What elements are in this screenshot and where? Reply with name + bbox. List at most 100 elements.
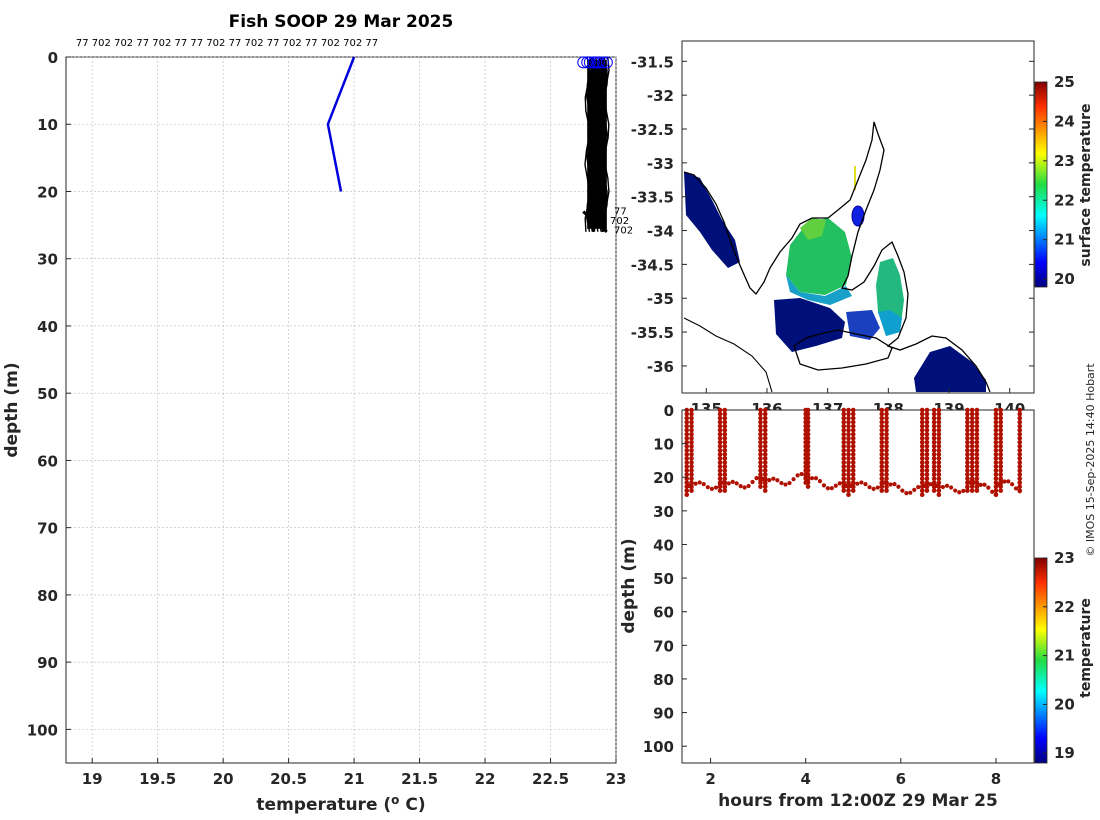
section-point bbox=[805, 435, 811, 441]
section-point bbox=[850, 444, 856, 449]
section-point bbox=[993, 472, 999, 477]
section-point bbox=[746, 483, 751, 489]
section-point bbox=[846, 464, 851, 469]
profile-y-tick-label: 20 bbox=[37, 183, 58, 201]
section-point bbox=[944, 483, 950, 488]
section-frame bbox=[681, 409, 1035, 764]
section-point bbox=[924, 444, 930, 449]
section-point bbox=[850, 435, 856, 441]
map-colorbar-bar bbox=[1034, 81, 1048, 288]
section-point bbox=[783, 482, 788, 487]
section-point bbox=[936, 492, 942, 498]
section-point bbox=[936, 415, 942, 421]
section-point bbox=[912, 487, 917, 492]
section-point bbox=[931, 419, 937, 425]
section-point bbox=[965, 460, 970, 465]
section-point bbox=[689, 419, 694, 425]
section-x-tick-label: 8 bbox=[991, 770, 1001, 788]
section-point bbox=[763, 477, 768, 483]
section-point bbox=[924, 427, 930, 433]
section-point bbox=[722, 464, 728, 469]
section-x-tick-label: 2 bbox=[705, 770, 715, 788]
section-point bbox=[846, 423, 851, 429]
sst-patch-investigator bbox=[846, 310, 880, 340]
section-point bbox=[684, 419, 690, 425]
section-point bbox=[846, 492, 851, 498]
section-point bbox=[758, 464, 763, 469]
section-point bbox=[998, 460, 1004, 465]
section-point bbox=[931, 476, 937, 481]
section-point bbox=[931, 468, 937, 473]
section-colorbar: 19 20 21 22 23 temperature bbox=[1034, 549, 1094, 764]
section-x-tick-label: 6 bbox=[896, 770, 906, 788]
section-point bbox=[684, 448, 690, 453]
section-point bbox=[762, 411, 768, 417]
section-point bbox=[805, 456, 811, 461]
section-point bbox=[884, 485, 889, 490]
section-point bbox=[936, 484, 941, 489]
section-point bbox=[846, 476, 851, 481]
section-point bbox=[1017, 431, 1023, 437]
section-point bbox=[936, 448, 942, 453]
sst-map: 135136137138139140 -31.5-32-32.5-33-33.5… bbox=[631, 40, 1094, 418]
section-point bbox=[974, 439, 980, 445]
section-point bbox=[884, 456, 889, 461]
section-point bbox=[919, 407, 925, 413]
section-point bbox=[920, 488, 925, 493]
section-point bbox=[931, 460, 937, 465]
section-point bbox=[846, 472, 851, 477]
section-point bbox=[850, 468, 856, 473]
section-point bbox=[722, 472, 728, 477]
section-point bbox=[722, 431, 728, 437]
section-point bbox=[762, 444, 768, 449]
section-point bbox=[965, 476, 970, 481]
section-point bbox=[919, 492, 925, 498]
section-point bbox=[684, 492, 690, 498]
section-point bbox=[689, 435, 694, 441]
section-point bbox=[936, 407, 942, 413]
section-point bbox=[884, 435, 889, 441]
section-point bbox=[841, 464, 847, 469]
section-point bbox=[841, 448, 847, 453]
section-point bbox=[758, 427, 763, 433]
section-point bbox=[809, 476, 815, 481]
section-point bbox=[919, 464, 925, 469]
section-point bbox=[931, 427, 937, 433]
section-point bbox=[1013, 486, 1019, 491]
section-point bbox=[974, 456, 980, 461]
section-point bbox=[998, 452, 1004, 457]
section-point bbox=[974, 485, 980, 490]
profile-x-tick-label: 21.5 bbox=[401, 770, 438, 788]
section-point bbox=[978, 482, 983, 487]
section-point bbox=[799, 471, 804, 477]
section-point bbox=[936, 439, 942, 445]
section-point bbox=[931, 435, 937, 441]
section-colorbar-tick-label: 20 bbox=[1054, 695, 1075, 713]
section-point bbox=[969, 427, 975, 433]
section-point bbox=[919, 427, 925, 433]
section-point bbox=[974, 444, 980, 449]
section-point bbox=[998, 439, 1004, 445]
section-point bbox=[998, 415, 1004, 421]
profile-x-tick-label: 23 bbox=[606, 770, 627, 788]
section-point bbox=[1017, 427, 1023, 433]
section-point bbox=[1017, 480, 1023, 485]
section-point bbox=[722, 423, 728, 429]
section-point bbox=[841, 444, 847, 449]
section-point bbox=[965, 488, 970, 493]
section-point bbox=[936, 452, 942, 457]
section-point bbox=[722, 481, 727, 486]
section-y-axis-label: depth (m) bbox=[619, 538, 639, 633]
map-y-tick-label: -31.5 bbox=[631, 53, 674, 71]
section-point bbox=[919, 460, 925, 465]
section-point bbox=[884, 448, 889, 453]
section-y-tick-label: 20 bbox=[653, 469, 674, 487]
section-x-tick-label: 4 bbox=[800, 770, 810, 788]
section-point bbox=[722, 444, 728, 449]
section-point bbox=[998, 411, 1004, 417]
section-point bbox=[867, 485, 872, 490]
section-point bbox=[833, 483, 838, 488]
section-point bbox=[846, 444, 851, 449]
section-point bbox=[998, 464, 1004, 469]
